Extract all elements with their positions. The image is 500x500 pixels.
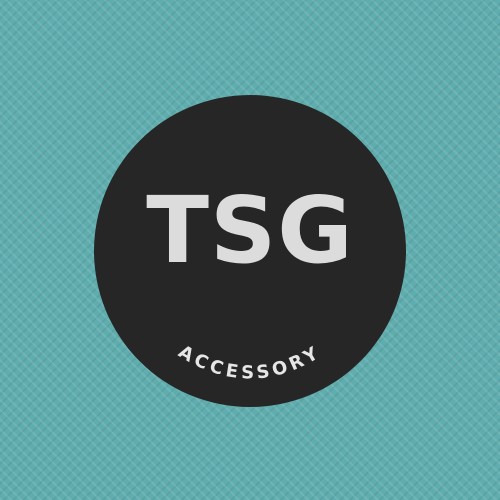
logo-title: TSG — [146, 177, 354, 284]
logo-subtitle: ACCESSORY — [175, 341, 326, 383]
logo-subtitle-path: ACCESSORY — [175, 341, 322, 383]
logo-badge-circle — [94, 95, 406, 407]
